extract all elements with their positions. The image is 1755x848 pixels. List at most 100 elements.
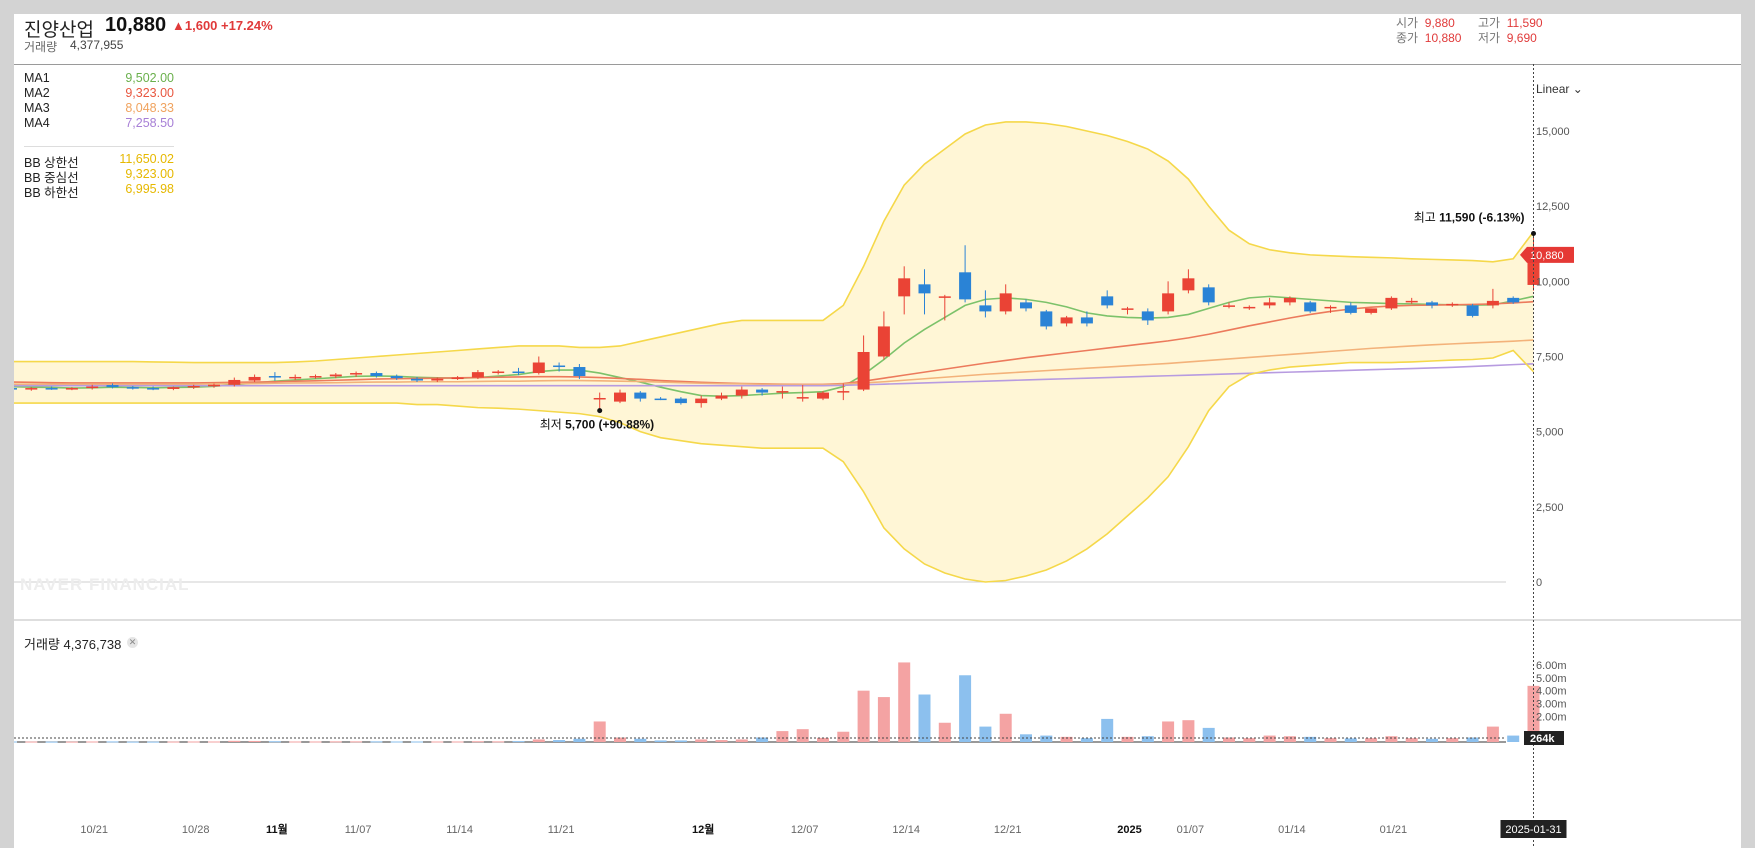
x-tick-label: 11/14 bbox=[446, 824, 473, 836]
volume-bar-65 bbox=[1324, 738, 1337, 742]
candle-body bbox=[86, 386, 99, 389]
volume-tick-label: 4.00m bbox=[1536, 686, 1567, 698]
candle-34 bbox=[695, 395, 708, 408]
volume-bar-28 bbox=[573, 738, 586, 742]
candle-70 bbox=[1426, 300, 1438, 309]
volume-bar-35 bbox=[715, 740, 728, 742]
candle-3 bbox=[65, 387, 78, 391]
legend-divider bbox=[24, 146, 174, 147]
volume-cursor-tag bbox=[1524, 731, 1564, 745]
candle-body bbox=[268, 376, 281, 378]
x-tick-label: 10/28 bbox=[182, 824, 210, 836]
price-volume-chart[interactable]: 0 2,500 5,000 7,500 10,000 12,500 15,000 2.00m3… bbox=[14, 14, 1741, 848]
candle-72 bbox=[1466, 303, 1479, 318]
volume-bar-13 bbox=[268, 741, 281, 743]
volume-bar-20 bbox=[411, 741, 423, 743]
candle-body bbox=[1162, 293, 1175, 312]
legend-bb-lower: BB 하한선 6,995.98 bbox=[24, 182, 174, 200]
date-cursor-tag bbox=[1500, 820, 1567, 838]
volume-bar-54 bbox=[1101, 718, 1114, 742]
scale-type-dropdown[interactable]: Linear ⌄ bbox=[1536, 82, 1583, 96]
candle-37 bbox=[756, 388, 769, 396]
volume-bar-66 bbox=[1344, 738, 1357, 742]
candle-body bbox=[1324, 306, 1337, 309]
candle-body bbox=[1020, 302, 1032, 309]
candle-58 bbox=[1182, 269, 1195, 294]
volume-tick-label: 2.00m bbox=[1536, 711, 1567, 723]
candle-10 bbox=[208, 383, 220, 388]
candle-body bbox=[1426, 302, 1438, 306]
series-line-5 bbox=[14, 349, 1535, 583]
candle-body bbox=[309, 376, 322, 378]
candle-48 bbox=[979, 290, 992, 318]
candle-body bbox=[573, 367, 586, 377]
candle-body bbox=[1365, 308, 1378, 313]
candle-body bbox=[1283, 297, 1296, 303]
volume-value: 4,377,955 bbox=[70, 38, 124, 52]
candle-33 bbox=[674, 397, 687, 405]
price-tick-label: 5,000 bbox=[1536, 427, 1564, 439]
volume-bar-4 bbox=[86, 741, 99, 743]
close-icon[interactable]: ✕ bbox=[127, 637, 138, 648]
candle-body bbox=[918, 284, 931, 294]
candle-59 bbox=[1202, 284, 1215, 306]
candle-26 bbox=[532, 356, 545, 375]
volume-bar-14 bbox=[289, 741, 302, 743]
candle-body bbox=[512, 371, 525, 374]
volume-bar-33 bbox=[674, 740, 687, 742]
volume-bar-31 bbox=[634, 738, 647, 742]
legend-ma3: MA3 8,048.33 bbox=[24, 101, 174, 115]
series-line-2 bbox=[14, 339, 1534, 386]
candle-30 bbox=[614, 389, 626, 404]
volume-bar-59 bbox=[1202, 727, 1215, 742]
high-price: 고가 11,590 bbox=[1478, 16, 1543, 30]
candle-body bbox=[654, 398, 667, 401]
candle-62 bbox=[1263, 297, 1276, 309]
candle-body bbox=[553, 365, 566, 368]
candle-29 bbox=[593, 392, 606, 411]
volume-bar-11 bbox=[228, 740, 241, 742]
candle-body bbox=[1080, 317, 1093, 324]
candle-body bbox=[65, 388, 78, 390]
volume-bar-36 bbox=[735, 739, 748, 742]
volume-bar-62 bbox=[1263, 735, 1276, 742]
volume-bar-26 bbox=[532, 739, 545, 742]
candle-body bbox=[999, 293, 1012, 312]
volume-bar-3 bbox=[65, 741, 78, 743]
volume-bar-8 bbox=[167, 741, 180, 743]
legend-bb-middle: BB 중심선 9,323.00 bbox=[24, 167, 174, 185]
volume-bar-32 bbox=[654, 740, 667, 742]
price-tick-label: 0 bbox=[1536, 577, 1542, 589]
volume-bar-6 bbox=[126, 741, 139, 743]
volume-bar-73 bbox=[1486, 726, 1499, 742]
candle-body bbox=[674, 398, 687, 404]
candle-body bbox=[715, 395, 728, 399]
candle-22 bbox=[451, 376, 464, 380]
candle-body bbox=[817, 392, 829, 399]
price-tick-label: 15,000 bbox=[1536, 126, 1570, 138]
volume-bar-45 bbox=[918, 694, 931, 742]
candle-39 bbox=[796, 385, 809, 402]
stock-price: 10,880 bbox=[105, 14, 167, 36]
volume-tick-label: 3.00m bbox=[1536, 699, 1567, 711]
candle-73 bbox=[1486, 288, 1499, 309]
volume-bar-22 bbox=[451, 741, 464, 743]
candle-body bbox=[1507, 297, 1520, 303]
low-annotation-label: 최저 5,700 (+90.88%) bbox=[540, 418, 654, 432]
volume-bar-39 bbox=[796, 729, 809, 742]
volume-bar-60 bbox=[1223, 737, 1235, 742]
volume-bar-19 bbox=[390, 741, 403, 743]
low-annotation-value: 5,700 (+90.88%) bbox=[565, 418, 654, 432]
candle-23 bbox=[471, 370, 484, 380]
volume-bar-71 bbox=[1446, 738, 1459, 742]
candle-body bbox=[756, 389, 769, 393]
volume-bar-52 bbox=[1060, 736, 1073, 742]
candle-body bbox=[390, 376, 403, 379]
volume-bar-58 bbox=[1182, 720, 1195, 742]
candle-45 bbox=[918, 269, 931, 315]
candle-28 bbox=[573, 364, 586, 380]
volume-bar-68 bbox=[1385, 736, 1398, 742]
candle-body bbox=[25, 388, 38, 390]
high-marker bbox=[1531, 231, 1536, 237]
last-price-label: 10,880 bbox=[1530, 250, 1564, 262]
